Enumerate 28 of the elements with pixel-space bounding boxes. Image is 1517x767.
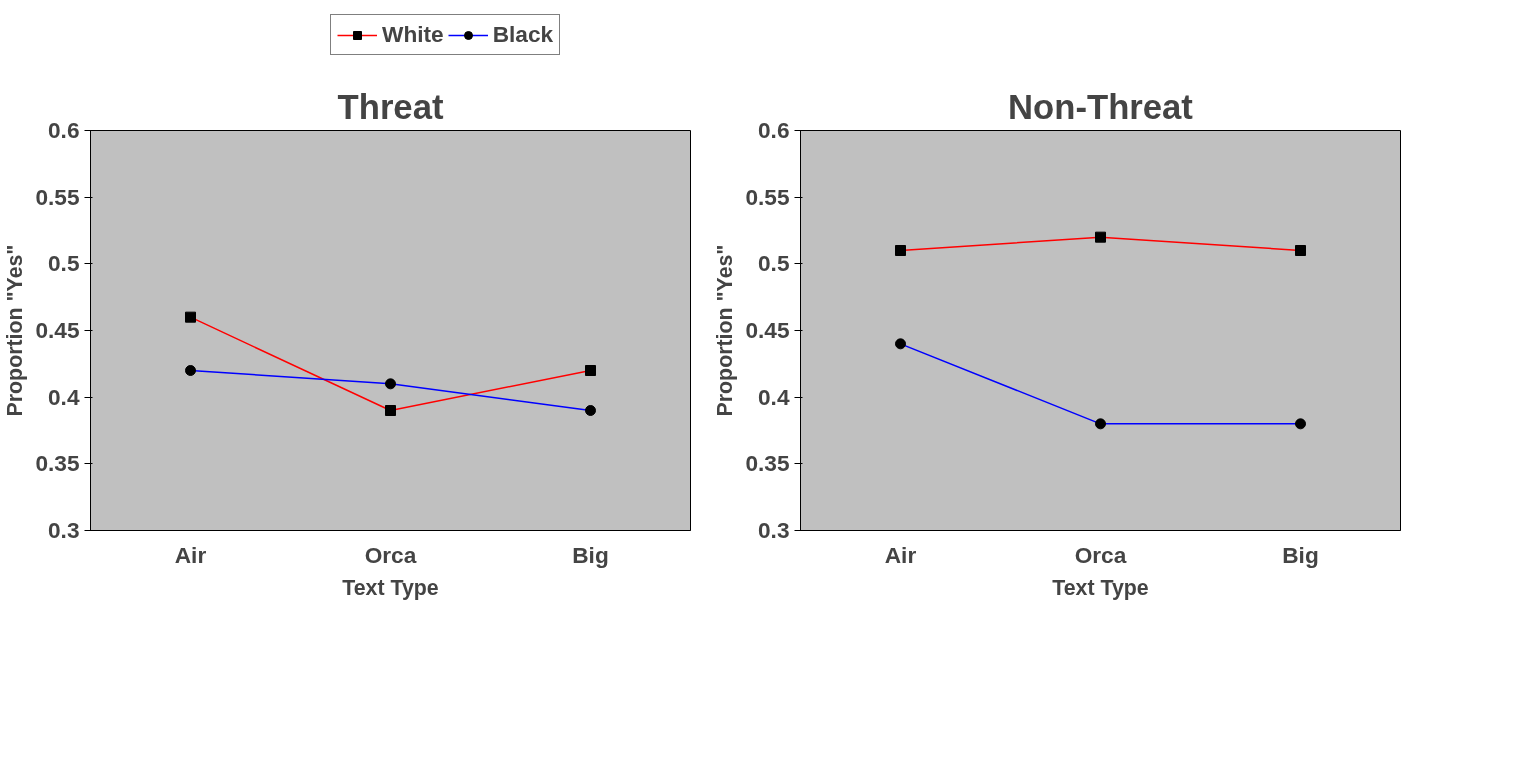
y-axis-title: Proportion "Yes": [713, 244, 738, 417]
x-tick-label: Air: [884, 541, 917, 568]
y-tick-label: 0.3: [48, 517, 80, 543]
y-tick-label: 0.6: [48, 117, 80, 143]
y-tick-label: 0.55: [745, 183, 790, 210]
y-tick-label: 0.4: [758, 383, 790, 410]
y-axis-title: Proportion "Yes": [3, 244, 28, 417]
y-tick-label: 0.4: [48, 383, 80, 410]
x-axis-title: Text Type: [1052, 575, 1149, 600]
y-tick-label: 0.45: [745, 317, 790, 343]
x-tick-label: Orca: [364, 541, 417, 568]
x-axis-title: Text Type: [342, 575, 439, 600]
x-tick-label: Orca: [1074, 541, 1127, 568]
y-tick-label: 0.3: [758, 517, 790, 543]
x-tick-label: Air: [174, 541, 207, 568]
y-tick-label: 0.45: [35, 317, 80, 343]
y-tick-label: 0.35: [745, 450, 790, 477]
y-tick-label: 0.6: [758, 117, 790, 143]
x-tick-label: Big: [572, 541, 609, 568]
chart-title: Threat: [337, 87, 444, 126]
chart-title: Non-Threat: [1008, 87, 1194, 126]
x-tick-label: Big: [1282, 541, 1319, 568]
y-tick-label: 0.5: [758, 250, 790, 277]
y-tick-label: 0.35: [35, 450, 80, 477]
legend-label: Black: [492, 21, 554, 48]
y-tick-label: 0.5: [48, 250, 80, 277]
y-tick-label: 0.55: [35, 183, 80, 210]
legend-label: White: [382, 21, 444, 48]
